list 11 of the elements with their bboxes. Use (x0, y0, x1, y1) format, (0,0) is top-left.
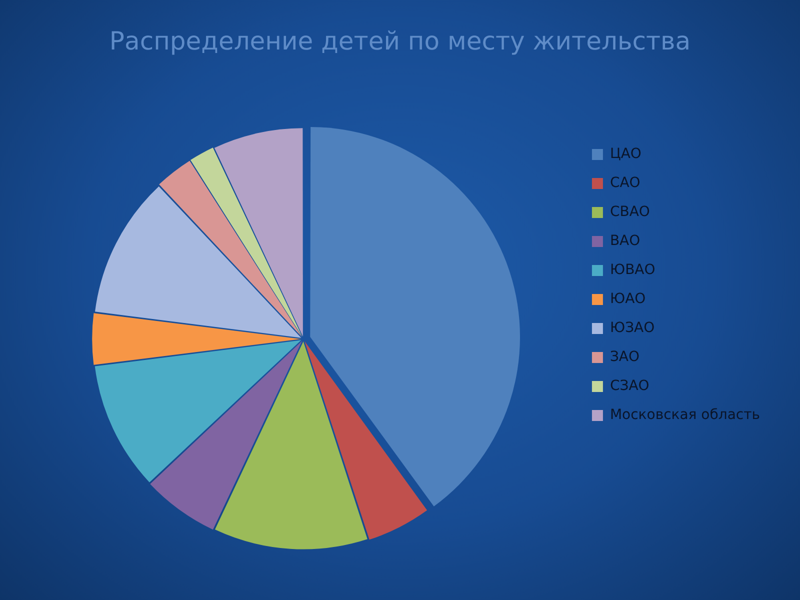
legend-label: ЮВАО (610, 262, 656, 278)
legend-label: ЮЗАО (610, 320, 655, 336)
legend-label: Московская область (610, 407, 760, 424)
legend-label: СЗАО (610, 378, 650, 394)
legend-label: ЮАО (610, 291, 646, 308)
legend-label: ЗАО (610, 349, 640, 366)
legend-label: САО (610, 175, 640, 192)
chart-title: Распределение детей по месту жительства (109, 26, 691, 56)
legend-label: ЦАО (610, 146, 642, 162)
legend-label: ВАО (610, 233, 640, 250)
legend-label: СВАО (610, 204, 650, 220)
